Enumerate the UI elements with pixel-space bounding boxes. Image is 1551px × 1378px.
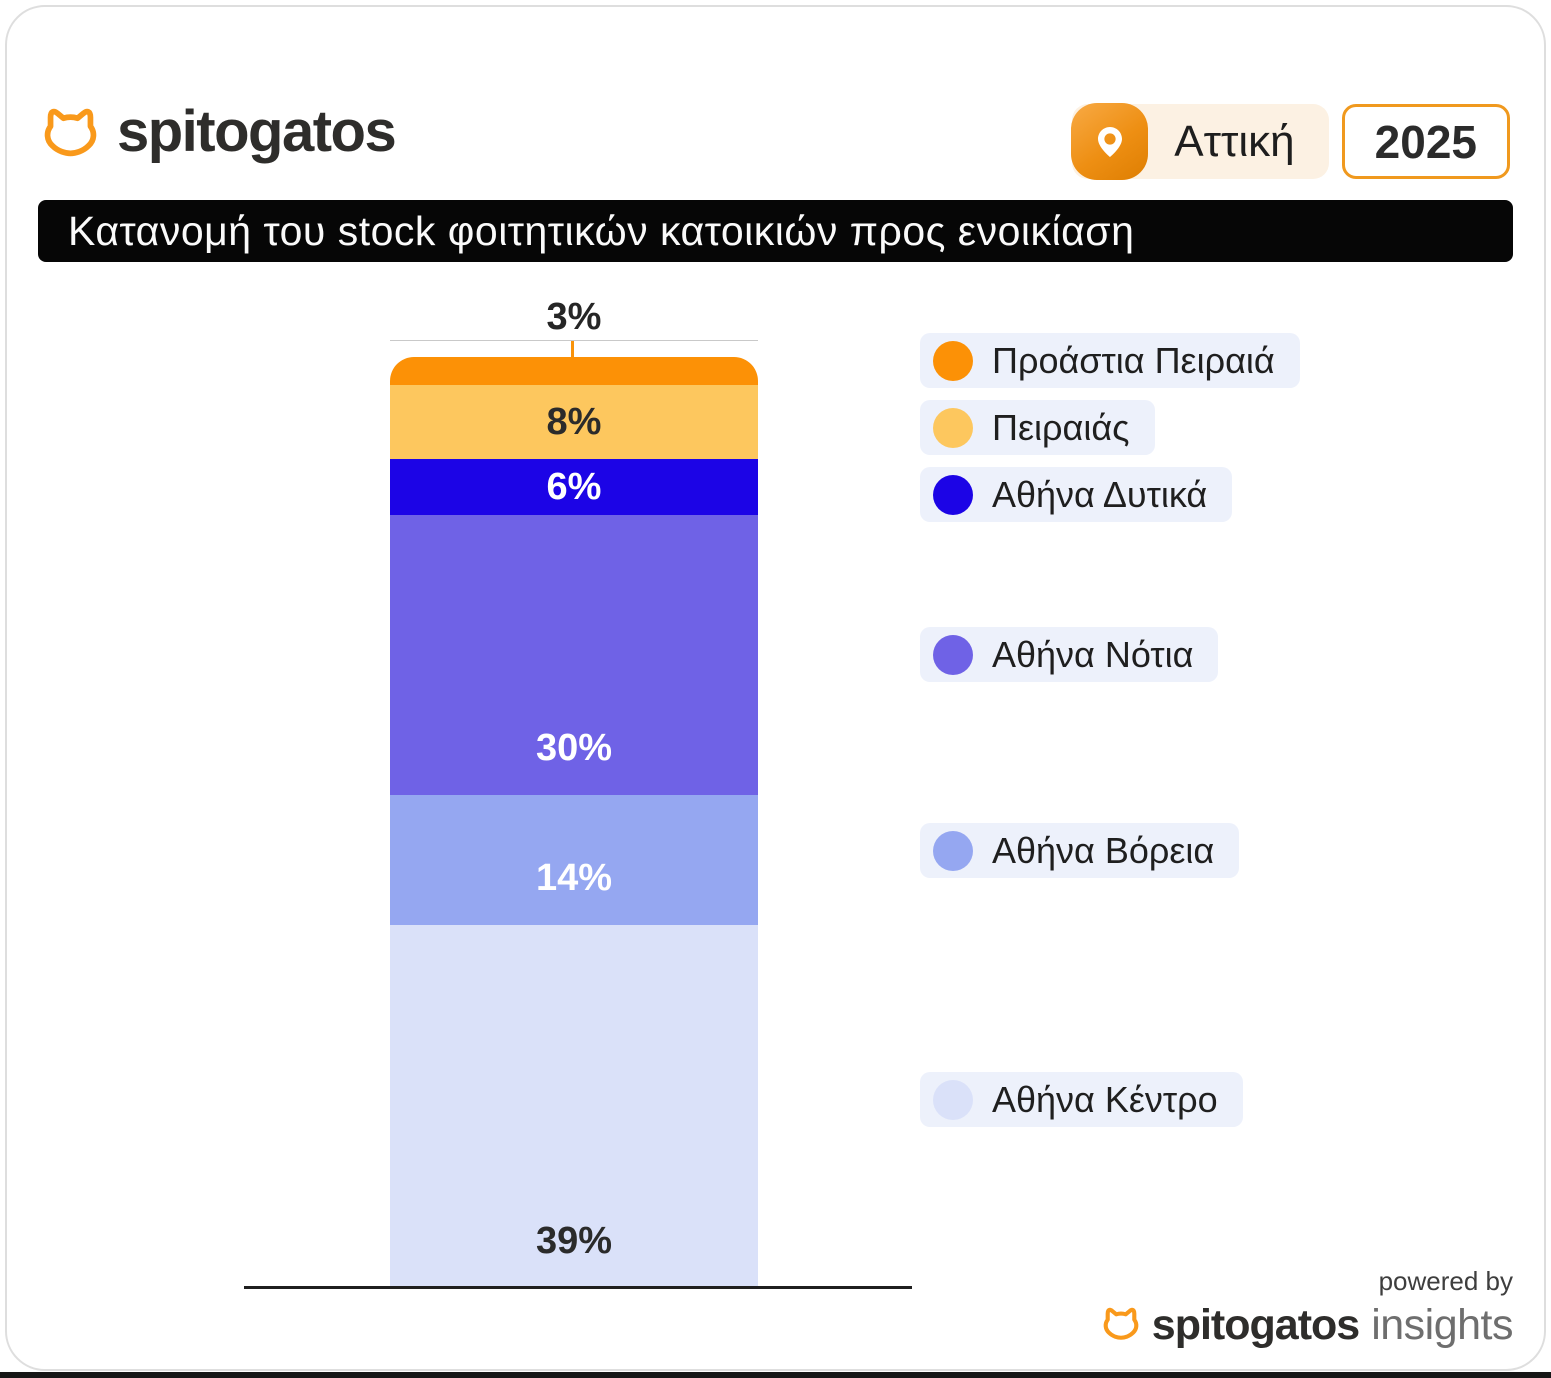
legend-item: Προάστια Πειραιά [920,333,1300,388]
page-title: Κατανομή του stock φοιτητικών κατοικιών … [68,207,1135,254]
x-axis-line [244,1286,912,1289]
legend-item: Αθήνα Κέντρο [920,1072,1243,1127]
location-name: Αττική [1174,116,1295,166]
bar-top-line [390,340,758,341]
footer: powered by spitogatos insights [1102,1266,1513,1350]
legend-color-dot [933,407,973,448]
legend-color-dot [933,634,973,675]
powered-by-label: powered by [1378,1266,1513,1296]
location-pin-icon [1071,103,1149,180]
legend-label: Προάστια Πειραιά [992,339,1275,381]
legend-label: Αθήνα Δυτικά [992,473,1208,515]
bar-segment: 8% [390,384,758,460]
bar-segment [390,357,758,385]
location-badge: Αττική [1071,103,1329,180]
segment-value-label: 14% [535,856,613,899]
legend-item: Αθήνα Νότια [920,627,1219,682]
legend-color-dot [933,1079,973,1120]
footer-insights-label: insights [1371,1301,1513,1349]
bar-segment: 30% [390,515,758,795]
legend-label: Πειραιάς [992,406,1130,448]
legend-label: Αθήνα Νότια [992,633,1194,675]
bar-segment: 14% [390,794,758,925]
segment-value-label: 39% [535,1219,613,1262]
cat-icon-small [1102,1306,1140,1346]
brand-name: spitogatos [117,99,397,164]
legend-color-dot [933,830,973,871]
bar-top-tick [571,341,574,357]
bar-top-label: 3% [546,296,602,338]
header-badges: Αττική 2025 [1071,103,1510,180]
title-banner: Κατανομή του stock φοιτητικών κατοικιών … [38,200,1513,262]
legend-label: Αθήνα Κέντρο [992,1078,1218,1120]
legend-item: Αθήνα Δυτικά [920,467,1233,522]
footer-brand-name: spitogatos [1151,1301,1360,1349]
segment-value-label: 6% [546,466,602,509]
segment-value-label: 30% [535,726,613,769]
bar-segment: 6% [390,459,758,516]
legend-color-dot [933,340,973,381]
brand-logo: spitogatos [42,98,397,165]
legend-item: Πειραιάς [920,400,1155,455]
stacked-bar: 8% 6% 30% 14% 39% [390,357,758,1288]
cat-icon [42,105,99,159]
legend-color-dot [933,474,973,515]
legend-item: Αθήνα Βόρεια [920,823,1240,878]
segment-value-label: 8% [546,401,602,444]
legend-label: Αθήνα Βόρεια [992,829,1215,871]
bar-segment: 39% [390,924,758,1288]
year-badge: 2025 [1341,104,1510,179]
bottom-dark-strip [0,1372,1551,1378]
